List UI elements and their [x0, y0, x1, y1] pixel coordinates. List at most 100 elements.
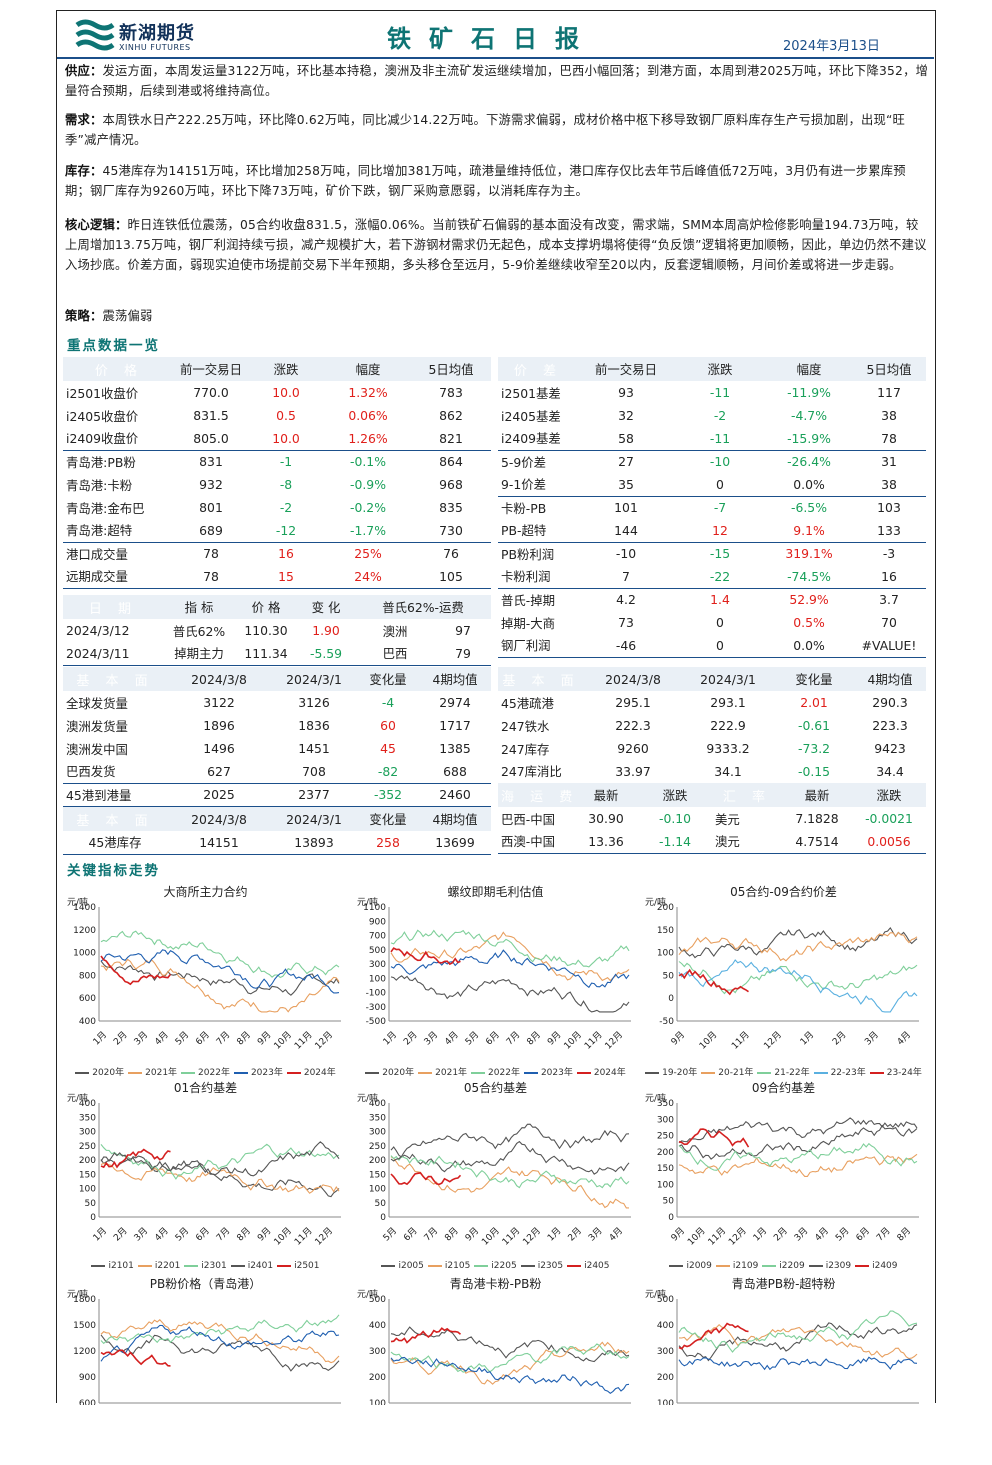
series-line	[100, 960, 340, 996]
legend-item: 22-23年	[813, 1068, 866, 1078]
x-tick-label: 4月	[153, 1029, 171, 1047]
legend-item: i2101	[91, 1261, 134, 1271]
table-cell: 38	[852, 473, 926, 497]
table-cell: 9.1%	[766, 519, 852, 543]
para-label: 需求：	[65, 113, 103, 127]
series-line	[100, 1319, 340, 1364]
x-tick-label: 3月	[792, 1225, 810, 1243]
header-cell: 普氏62%-运费	[355, 595, 492, 619]
header-cell: 前一交易日	[578, 357, 674, 381]
legend-swatch	[184, 1264, 199, 1267]
table-cell: 10.0	[247, 427, 325, 451]
table-cell: -15.9%	[766, 427, 852, 451]
series-line	[678, 959, 918, 1013]
y-tick-label: 1200	[73, 1347, 96, 1357]
report-header: 新湖期货 XINHU FUTURES 铁矿石日报 2024年3月13日	[57, 11, 934, 59]
table-row: 2024/3/12 普氏62% 110.30 1.90 澳洲 97	[63, 619, 491, 642]
header-cell: 涨跌	[674, 357, 766, 381]
trend-chart: PB粉价格（青岛港） 元/吨 1800 1500 1200 900 600	[63, 1275, 348, 1465]
table-cell: 223.3	[872, 718, 908, 733]
series-line	[390, 949, 630, 989]
header-cell: 价 格	[235, 595, 297, 619]
table-cell: i2409基差	[498, 427, 578, 451]
legend-swatch	[808, 1264, 823, 1267]
chart-title: PB粉价格（青岛港）	[149, 1277, 262, 1291]
legend-item: i2005	[381, 1261, 424, 1271]
series-line	[100, 1155, 340, 1198]
x-tick-label: 5月	[173, 1225, 191, 1243]
x-tick-label: 1月	[751, 1225, 769, 1243]
x-tick-label: 4月	[443, 1029, 461, 1047]
x-tick-label: 7月	[504, 1029, 522, 1047]
y-tick-label: 400	[79, 1017, 96, 1027]
price-table: 价 格前一交易日 涨跌 幅度 5日均值 i2501收盘价 770.0 10.0 1.32% 78…	[63, 357, 491, 589]
table-cell: 16	[278, 546, 294, 562]
x-tick-label: 11月	[729, 1029, 751, 1051]
supply-paragraph: 供应：发运方面，本周发运量3122万吨，环比基本持稳，澳洲及非主流矿发运继续增加…	[65, 61, 929, 101]
x-tick-label: 8月	[525, 1029, 543, 1047]
y-tick-label: 300	[657, 1347, 674, 1357]
chart-unit: 元/吨	[645, 1290, 667, 1300]
trend-chart: 05合约基差 元/吨 400 350 300 250 200 150 100 50 0 5月 6月 7月 8…	[353, 1079, 638, 1271]
legend-item: 2020年	[75, 1068, 124, 1078]
y-tick-label: 350	[79, 1113, 96, 1123]
logo-subtext: XINHU FUTURES	[119, 43, 191, 52]
legend-item: i2009	[669, 1261, 712, 1271]
legend-item: i2205	[474, 1261, 517, 1271]
table-cell: 45港到港量	[63, 783, 167, 807]
header-cell: 2024/3/1	[271, 807, 357, 831]
legend-swatch	[128, 1071, 143, 1074]
para-text: 45港库存为14151万吨，环比增加258万吨，同比增加381万吨，疏港量维持低…	[65, 164, 906, 198]
table-cell: 港口成交量	[66, 546, 128, 562]
table-cell: 7	[578, 565, 674, 589]
table-cell: i2409收盘价	[63, 427, 175, 451]
series-line	[390, 1327, 462, 1344]
legend-swatch	[75, 1071, 90, 1074]
legend-swatch	[701, 1071, 716, 1074]
spread-table: 价 差前一交易日 涨跌 幅度 5日均值 i2501基差 93 -11 -11.9% 117 i24…	[498, 357, 926, 658]
legend-swatch	[576, 1071, 591, 1074]
logo-text: 新湖期货	[119, 23, 195, 44]
header-cell: 价 差	[498, 357, 578, 381]
chart-title: 青岛港卡粉-PB粉	[449, 1277, 542, 1291]
table-cell: -7	[713, 500, 727, 516]
series-line	[100, 1143, 340, 1180]
chart-plot: 500 400 300 200 100	[369, 1295, 631, 1405]
table-cell: 93	[618, 385, 634, 400]
table-cell: 巴西发货	[63, 760, 167, 784]
table-row: 钢厂利润 -46 0 0.0% #VALUE!	[498, 634, 926, 658]
header-cell: 涨跌	[247, 357, 325, 381]
table-row: 45港库存 14151 13893 258 13699	[63, 831, 491, 855]
table-cell: 222.9	[710, 718, 746, 733]
table-cell: 105	[411, 565, 491, 589]
table-cell: -0.61	[797, 718, 831, 733]
table-cell: 110.30	[244, 623, 288, 638]
legend-swatch	[381, 1264, 396, 1267]
table-cell: 1496	[203, 741, 235, 756]
table-cell: 1.4	[710, 592, 730, 608]
header-cell: 最新	[574, 783, 638, 807]
table-cell: 青岛港:金布巴	[66, 500, 145, 516]
table-row: i2405收盘价 831.5 0.5 0.06% 862	[63, 404, 491, 427]
x-tick-label: 4月	[153, 1225, 171, 1243]
y-tick-label: 900	[79, 1373, 96, 1383]
legend-swatch	[471, 1071, 486, 1074]
table-cell: 821	[411, 427, 491, 451]
table-cell: 15	[247, 565, 325, 589]
trend-chart: 05合约-09合约价差 元/吨 200 150 100 50 0 -50 9月 10月 11月 12月…	[641, 883, 926, 1078]
table-cell: 76	[443, 546, 459, 562]
y-tick-label: 300	[79, 1128, 96, 1138]
table-cell: -11	[709, 385, 731, 400]
report-title: 铁矿石日报	[387, 24, 597, 53]
chart-plot: 400 350 300 250 200 150 100 50 0 1月 2月 3月 4月 5月 6月 7月 8月…	[79, 1099, 341, 1248]
fundamentals-table-shipping: 基 本 面 2024/3/8 2024/3/1 变化量 4期均值 全球发货量 3122 312…	[63, 667, 491, 807]
y-tick-label: 50	[663, 971, 675, 981]
table-cell: 9423	[874, 741, 906, 756]
chart-legend: i2101 i2201 i2301 i2401 i2501	[63, 1261, 348, 1271]
header-cell: 最新	[782, 783, 852, 807]
table-cell: -10	[709, 454, 731, 470]
x-tick-label: 8月	[235, 1029, 253, 1047]
x-tick-label: 6月	[484, 1029, 502, 1047]
table-cell: 青岛港:超特	[63, 519, 175, 543]
table-cell: 西澳-中国	[498, 830, 574, 854]
